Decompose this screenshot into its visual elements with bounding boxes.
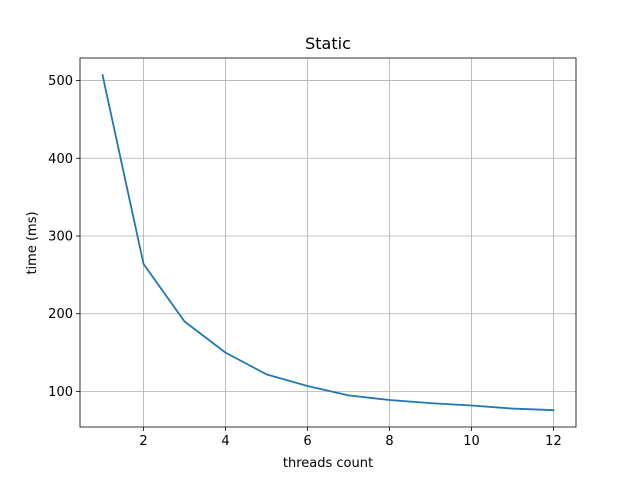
x-tick-label: 12 <box>545 434 562 449</box>
y-tick-label: 100 <box>48 385 73 400</box>
x-tick-label: 8 <box>385 434 393 449</box>
x-tick-label: 10 <box>463 434 480 449</box>
x-axis-label: threads count <box>283 456 373 471</box>
chart-title: Static <box>305 34 351 53</box>
x-tick-label: 2 <box>139 434 147 449</box>
y-tick-label: 300 <box>48 230 73 245</box>
y-tick-label: 500 <box>48 74 73 89</box>
y-tick-label: 400 <box>48 152 73 167</box>
y-axis-label: time (ms) <box>25 211 40 274</box>
y-tick-label: 200 <box>48 307 73 322</box>
x-tick-label: 6 <box>303 434 311 449</box>
x-tick-label: 4 <box>221 434 229 449</box>
